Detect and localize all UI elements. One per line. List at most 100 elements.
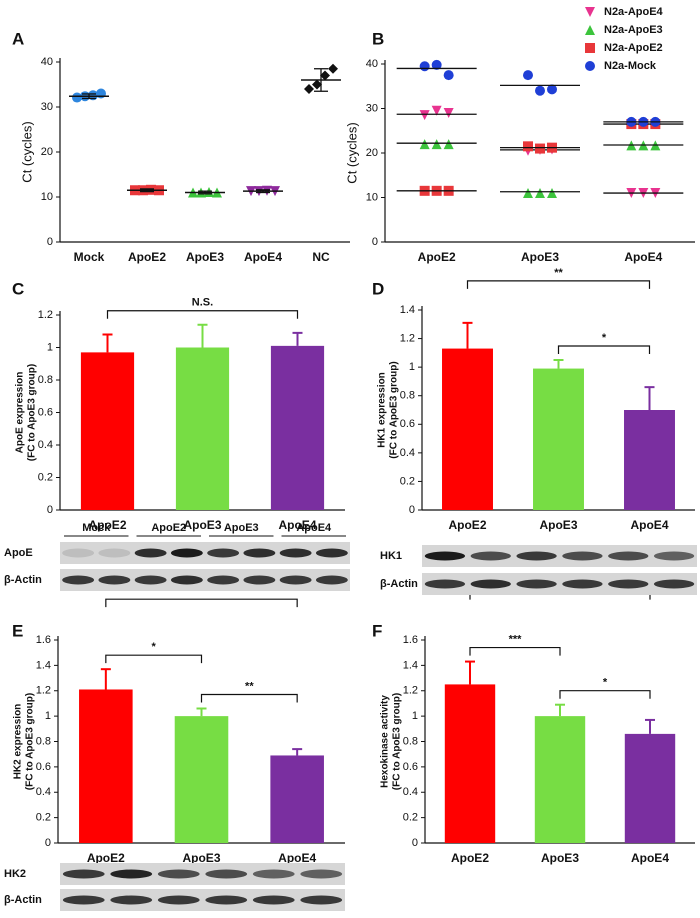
blot-band [653, 551, 695, 561]
y-tick-label: 20 [366, 147, 378, 159]
y-tick-label: 0 [372, 236, 378, 248]
error-bar [197, 323, 208, 348]
bracket-line [105, 654, 203, 664]
blot-band [653, 579, 695, 589]
blot-band [110, 869, 153, 879]
point [585, 61, 595, 71]
y-axis-label: Ct (cycles) [19, 121, 34, 182]
blot-band [98, 575, 131, 585]
legend-label: N2a-Mock [604, 60, 657, 72]
x-tick-label: NC [312, 250, 330, 264]
bar [444, 684, 496, 843]
bracket-line [200, 693, 298, 703]
x-tick-label: ApoE2 [418, 250, 456, 264]
y-tick-label: 0.2 [403, 812, 418, 824]
point [304, 84, 314, 94]
y-axis-label: HK1 expression [377, 372, 388, 448]
x-tick-label: ApoE2 [451, 851, 489, 865]
y-tick-label: 1.2 [38, 309, 53, 321]
blot-row-label: HK2 [4, 868, 26, 880]
bar [79, 689, 133, 843]
panel-label: F [372, 621, 382, 640]
bar [442, 348, 493, 510]
y-tick-label: 0.6 [38, 406, 53, 418]
error-bar [465, 660, 475, 685]
error-bar [645, 718, 655, 734]
panel-label: D [372, 279, 384, 298]
point [585, 25, 595, 35]
error-bar [196, 707, 207, 717]
point [312, 79, 322, 90]
y-tick-label: 1 [412, 710, 418, 722]
point [585, 7, 595, 17]
blot-band [562, 551, 603, 561]
bracket-label: ** [554, 267, 563, 279]
blot-band [205, 895, 248, 905]
blot-band [608, 551, 649, 561]
x-tick-label: ApoE3 [541, 851, 579, 865]
significance-bracket: * [105, 641, 203, 664]
point [419, 61, 430, 72]
y-tick-label: 0 [45, 837, 51, 849]
y-tick-label: 0.2 [400, 475, 415, 487]
bar [270, 345, 325, 510]
blot-band [110, 895, 153, 905]
point [443, 139, 454, 150]
error-bar [102, 333, 113, 353]
bracket-line [466, 280, 651, 289]
y-tick-label: 0.8 [403, 735, 418, 747]
significance-bracket: *** [469, 633, 561, 656]
y-tick-label: 1 [45, 710, 51, 722]
lane-label: ApoE2 [151, 522, 186, 534]
lane-label: ApoE4 [296, 522, 332, 534]
y-tick-label: 40 [366, 58, 378, 70]
blot-band [300, 869, 343, 879]
bracket-label: ** [245, 680, 254, 692]
bar [624, 410, 675, 510]
error-bar [314, 68, 328, 92]
bracket-label: *** [509, 633, 523, 645]
blot-band [608, 579, 649, 589]
y-tick-label: 1.4 [403, 659, 418, 671]
blot-row-label: β-Actin [4, 574, 42, 586]
y-tick-label: 0 [47, 504, 53, 516]
y-tick-label: 0.4 [36, 786, 51, 798]
blot-band [134, 548, 167, 558]
bar [270, 755, 324, 843]
error-bar [292, 331, 303, 346]
point [523, 141, 533, 152]
bar [175, 347, 230, 510]
y-tick-label: 0.6 [403, 761, 418, 773]
blot-band [279, 575, 312, 585]
y-tick-label: 0.8 [38, 374, 53, 386]
point [535, 188, 545, 199]
blot-background [422, 545, 697, 567]
y-axis-label: ApoE expression [15, 372, 26, 454]
y-tick-label: 10 [366, 191, 378, 203]
blot-row-label: ApoE [4, 547, 33, 559]
blot-band [207, 575, 240, 585]
panel-label: C [12, 279, 24, 298]
blot-background [60, 889, 345, 911]
bracket-line [106, 310, 299, 319]
y-tick-label: 0.4 [400, 447, 415, 459]
significance-bracket: * [559, 677, 651, 699]
blot-background [60, 569, 350, 591]
point [431, 105, 442, 116]
blot-band [470, 579, 511, 589]
bracket-line [105, 598, 298, 608]
error-bar [462, 321, 473, 349]
blot-band [62, 895, 105, 905]
y-tick-label: 0.2 [36, 812, 51, 824]
y-axis-label: (FC to ApoE3 group) [25, 693, 36, 790]
point [523, 70, 533, 81]
x-tick-label: ApoE2 [88, 518, 126, 532]
error-bar [82, 93, 96, 100]
y-tick-label: 30 [41, 101, 53, 113]
y-tick-label: 1 [409, 361, 415, 373]
bracket-label: * [603, 677, 608, 689]
blot-band [157, 869, 200, 879]
bar [534, 716, 586, 843]
blot-background [60, 542, 350, 564]
